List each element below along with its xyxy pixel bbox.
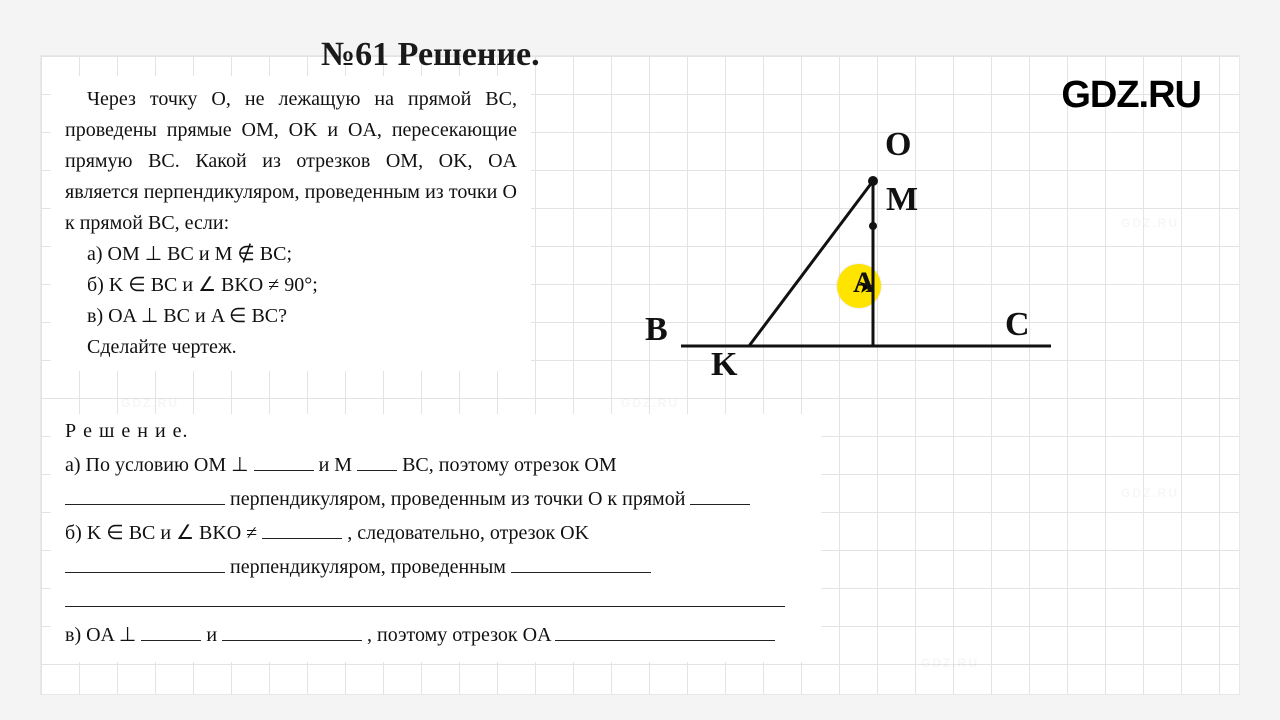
sol-b-3: перпендикуляром, проведенным: [230, 556, 506, 578]
problem-text: Через точку O, не лежащую на прямой BC, …: [51, 76, 531, 371]
blank: [222, 623, 362, 641]
watermark: GDZ.RU: [1121, 486, 1179, 500]
label-o: O: [885, 126, 911, 164]
point-o: [868, 176, 878, 186]
make-drawing: Сделайте чертеж.: [65, 332, 517, 363]
sol-a-2: и M: [319, 454, 353, 476]
solution-block: Р е ш е н и е. а) По условию OM ⊥ и M BC…: [51, 414, 821, 662]
blank: [262, 521, 342, 539]
sol-c-3: , поэтому отрезок OA: [367, 624, 550, 646]
blank: [357, 453, 397, 471]
problem-statement: Через точку O, не лежащую на прямой BC, …: [65, 84, 517, 239]
segment-ok: [749, 181, 873, 346]
point-m: [869, 222, 877, 230]
label-b: B: [645, 311, 668, 349]
blank: [65, 589, 785, 607]
solution-a: а) По условию OM ⊥ и M BC, поэтому отрез…: [65, 448, 807, 516]
worksheet-page: GDZ.RU GDZ.RU GDZ.RU GDZ.RU GDZ.RU №61 Р…: [40, 55, 1240, 695]
blank: [511, 555, 651, 573]
blank: [690, 487, 750, 505]
label-a: A: [853, 266, 875, 300]
sol-b-1: б) K ∈ BC и ∠ BKO ≠: [65, 522, 257, 544]
label-k: K: [711, 346, 737, 384]
watermark: GDZ.RU: [921, 656, 979, 670]
sol-a-1: а) По условию OM ⊥: [65, 454, 249, 476]
sol-a-4: перпендикуляром, проведенным из точки O …: [230, 488, 685, 510]
solution-heading: Р е ш е н и е.: [65, 414, 807, 448]
problem-item-a: а) OM ⊥ BC и M ∉ BC;: [65, 239, 292, 270]
label-m: M: [886, 181, 918, 219]
blank: [141, 623, 201, 641]
sol-c-2: и: [206, 624, 217, 646]
watermark: GDZ.RU: [621, 396, 679, 410]
blank: [65, 555, 225, 573]
solution-b: б) K ∈ BC и ∠ BKO ≠ , следовательно, отр…: [65, 516, 807, 618]
site-logo: GDZ.RU: [1061, 74, 1201, 117]
problem-item-b: б) K ∈ BC и ∠ BKO ≠ 90°;: [65, 270, 318, 301]
sol-c-1: в) OA ⊥: [65, 624, 136, 646]
diagram-svg: [621, 86, 1061, 396]
blank: [254, 453, 314, 471]
handwritten-title: №61 Решение.: [321, 36, 540, 74]
blank: [65, 487, 225, 505]
blank: [555, 623, 775, 641]
watermark: GDZ.RU: [1121, 216, 1179, 230]
problem-item-c: в) OA ⊥ BC и A ∈ BC?: [65, 301, 287, 332]
watermark: GDZ.RU: [121, 396, 179, 410]
label-c: C: [1005, 306, 1030, 344]
geometry-diagram: [621, 86, 1061, 396]
sol-a-3: BC, поэтому отрезок OM: [402, 454, 617, 476]
solution-c: в) OA ⊥ и , поэтому отрезок OA: [65, 618, 807, 652]
sol-b-2: , следовательно, отрезок OK: [347, 522, 589, 544]
